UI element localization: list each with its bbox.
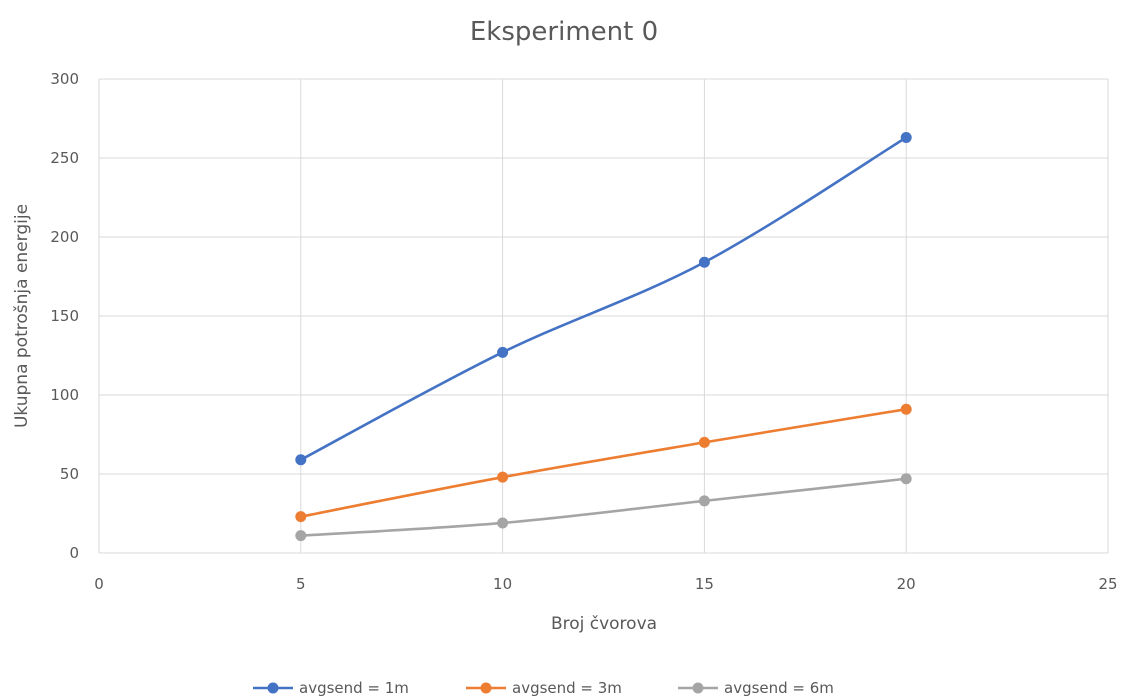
series-line-1 <box>299 136 908 462</box>
x-tick-label-25: 25 <box>1098 575 1117 593</box>
x-tick-label-20: 20 <box>897 575 916 593</box>
data-point-s1-1 <box>295 454 307 466</box>
series-1 <box>295 131 912 466</box>
legend-marker-1 <box>267 682 279 694</box>
legend-item-2: avgsend = 3m <box>466 679 622 697</box>
legend-marker-3 <box>692 682 704 694</box>
data-point-s1-4 <box>900 131 912 143</box>
y-tick-label-0: 0 <box>69 544 79 562</box>
series-2 <box>295 403 912 523</box>
x-tick-labels: 0 5 10 15 20 25 <box>94 575 1117 593</box>
legend-marker-2 <box>480 682 492 694</box>
data-point-s3-2 <box>497 517 509 529</box>
y-axis-title: Ukupna potrošnja energije <box>12 204 32 428</box>
data-point-s3-1 <box>295 530 307 542</box>
series-3 <box>295 473 912 542</box>
data-point-s2-3 <box>698 436 710 448</box>
y-tick-labels: 0 50 100 150 200 250 300 <box>50 70 79 562</box>
series-group <box>295 131 912 542</box>
legend-label-2: avgsend = 3m <box>512 679 622 697</box>
data-point-s1-2 <box>497 346 509 358</box>
x-tick-label-5: 5 <box>296 575 306 593</box>
series-line-3 <box>299 477 908 537</box>
data-point-s2-2 <box>497 471 509 483</box>
series-line-2 <box>299 407 908 518</box>
data-point-s2-1 <box>295 511 307 523</box>
y-tick-label-300: 300 <box>50 70 79 88</box>
data-point-s2-4 <box>900 403 912 415</box>
legend-label-3: avgsend = 6m <box>724 679 834 697</box>
y-tick-label-200: 200 <box>50 228 79 246</box>
y-tick-label-100: 100 <box>50 386 79 404</box>
y-tick-label-50: 50 <box>60 465 79 483</box>
x-tick-label-15: 15 <box>695 575 714 593</box>
legend-item-3: avgsend = 6m <box>678 679 834 697</box>
grid-lines <box>98 78 1109 554</box>
legend: avgsend = 1m avgsend = 3m avgsend = 6m <box>253 679 834 697</box>
y-tick-label-150: 150 <box>50 307 79 325</box>
data-point-s3-4 <box>900 473 912 485</box>
data-point-s3-3 <box>698 495 710 507</box>
y-tick-label-250: 250 <box>50 149 79 167</box>
data-point-s1-3 <box>698 256 710 268</box>
legend-item-1: avgsend = 1m <box>253 679 409 697</box>
x-tick-label-10: 10 <box>493 575 512 593</box>
x-tick-label-0: 0 <box>94 575 104 593</box>
x-axis-title: Broj čvorova <box>551 614 657 634</box>
legend-label-1: avgsend = 1m <box>299 679 409 697</box>
chart-title: Eksperiment 0 <box>470 17 658 47</box>
